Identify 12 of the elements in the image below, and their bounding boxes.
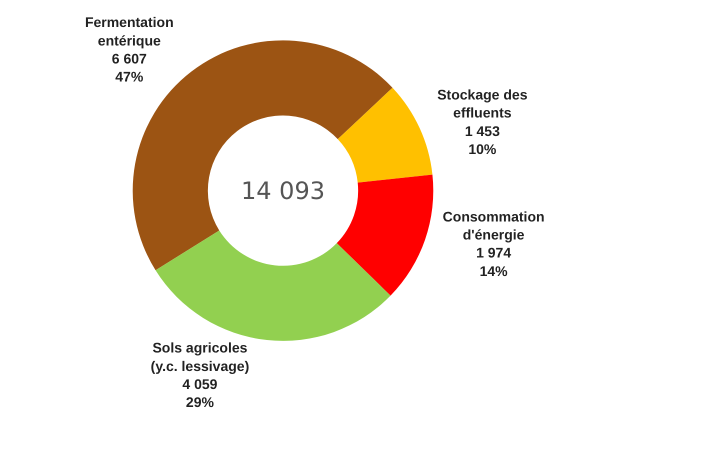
data-label: 1 974 14% xyxy=(476,244,512,279)
donut-slice xyxy=(156,230,391,341)
text: 14 093 xyxy=(241,177,325,205)
data-label: 1 453 10% xyxy=(464,122,500,158)
slice-label: Stockage des effluents xyxy=(437,86,528,121)
slice-label: Fermentation entérique xyxy=(84,14,174,48)
data-label: 4 059 29% xyxy=(182,376,218,410)
slice-label: Sols agricoles (y.c. lessivage) xyxy=(150,340,250,374)
donut-slice xyxy=(338,88,432,183)
data-label: 6 607 47% xyxy=(112,50,148,85)
donut-slice xyxy=(336,174,434,296)
slice-label: Consommation d'énergie xyxy=(442,208,545,242)
